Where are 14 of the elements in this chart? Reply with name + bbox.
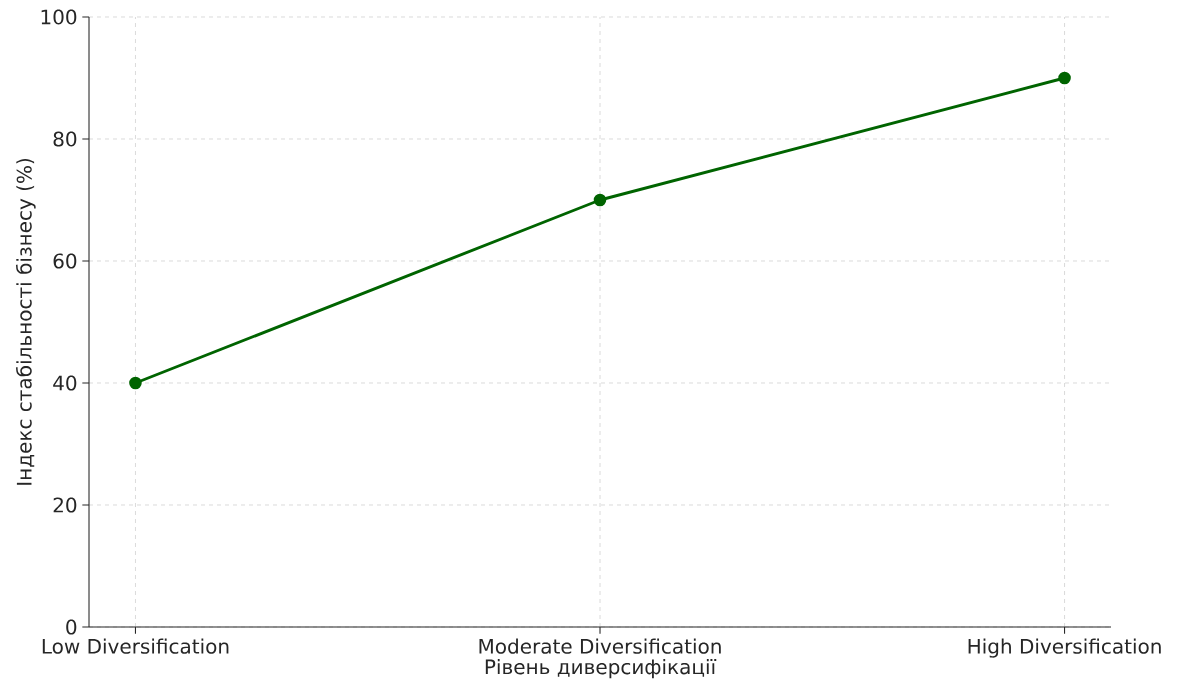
- point: [1058, 71, 1071, 85]
- y-tick-label: 20: [53, 497, 77, 513]
- y-tick-label: 40: [53, 375, 77, 391]
- point: [593, 193, 607, 207]
- y-tick-label: 80: [53, 131, 77, 147]
- x-tick-label: Moderate Diversification: [479, 638, 721, 654]
- x-axis-title: Рівень диверсифікації: [485, 658, 717, 679]
- y-tick-label: 60: [53, 253, 77, 269]
- x-tick-label: Low Diversification: [42, 638, 229, 654]
- x-tick-label: High Diversification: [968, 638, 1161, 658]
- y-tick-label: 100: [41, 9, 77, 25]
- point: [129, 376, 142, 390]
- y-tick-label: 0: [66, 619, 77, 635]
- y-axis-title: Індекс стабільності бізнесу (%): [15, 158, 36, 485]
